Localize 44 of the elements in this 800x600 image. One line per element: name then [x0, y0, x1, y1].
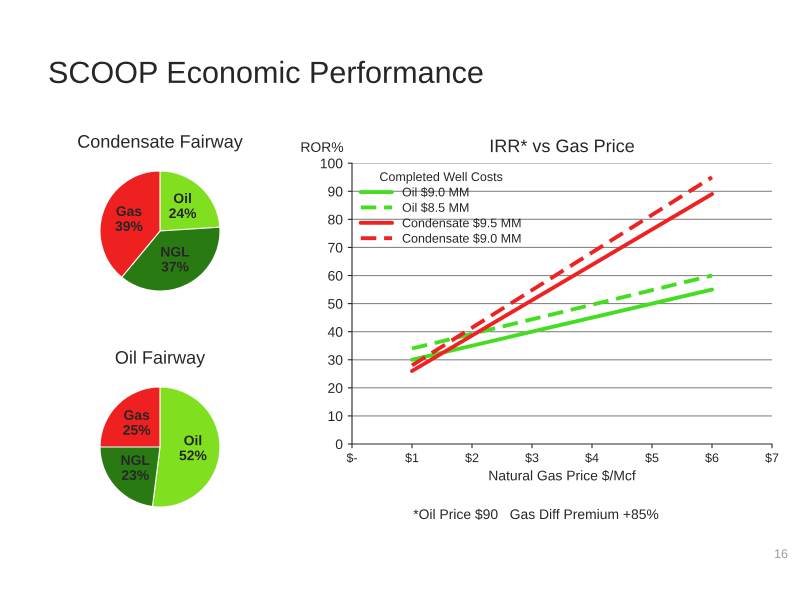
text: 16 — [775, 549, 788, 558]
x-tick-label: $3 — [525, 452, 538, 463]
x-axis-title: Natural Gas Price $/Mcf — [489, 470, 636, 482]
y-tick-label: 100 — [320, 158, 342, 168]
slice-label: NGL — [161, 246, 190, 257]
chart-title: Oil Fairway — [116, 350, 206, 368]
slice-label: Oil — [174, 192, 191, 204]
y-tick-label: 40 — [328, 327, 342, 337]
y-tick-label: 90 — [328, 186, 342, 196]
data-label: 37% — [161, 262, 189, 272]
legend-label: Condensate $9.0 MM — [402, 233, 520, 244]
data-label: 23% — [122, 470, 149, 480]
data-label: 39% — [115, 221, 142, 232]
y-tick-label: 80 — [328, 214, 342, 225]
chart-title: IRR* vs Gas Price — [490, 139, 634, 152]
y-tick-label: 20 — [328, 383, 342, 394]
data-label: 52% — [179, 450, 206, 460]
text: SCOOP Economic Performance — [49, 60, 483, 84]
y-tick-label: 50 — [328, 298, 342, 309]
x-tick-label: $- — [346, 452, 358, 463]
x-tick-label: $2 — [465, 452, 478, 463]
legend-label: Oil $9.0 MM — [402, 187, 468, 198]
x-tick-label: $7 — [765, 452, 778, 463]
slice-label: Oil — [184, 435, 202, 446]
text: *Oil Price $90 Gas Diff Premium +85% — [413, 508, 658, 520]
legend-label: Oil $8.5 MM — [402, 202, 468, 213]
data-label: 25% — [123, 425, 150, 435]
x-tick-label: $6 — [705, 452, 718, 463]
y-tick-label: 10 — [328, 411, 342, 422]
y-axis-title: ROR% — [302, 142, 344, 152]
x-tick-label: $1 — [405, 452, 418, 463]
chart-title: Condensate Fairway — [78, 134, 243, 152]
y-tick-label: 60 — [328, 270, 342, 281]
x-tick-label: $5 — [645, 452, 658, 463]
y-tick-label: 30 — [328, 355, 342, 365]
data-label: 24% — [169, 208, 196, 218]
slice-label: Gas — [124, 410, 150, 420]
y-tick-label: 70 — [328, 242, 342, 253]
legend-title: Completed Well Costs — [380, 172, 502, 184]
slice-label: Gas — [116, 206, 142, 216]
y-tick-label: 0 — [336, 439, 342, 450]
x-tick-label: $4 — [585, 452, 599, 463]
legend-label: Condensate $9.5 MM — [402, 218, 520, 228]
slice-label: NGL — [122, 455, 150, 466]
